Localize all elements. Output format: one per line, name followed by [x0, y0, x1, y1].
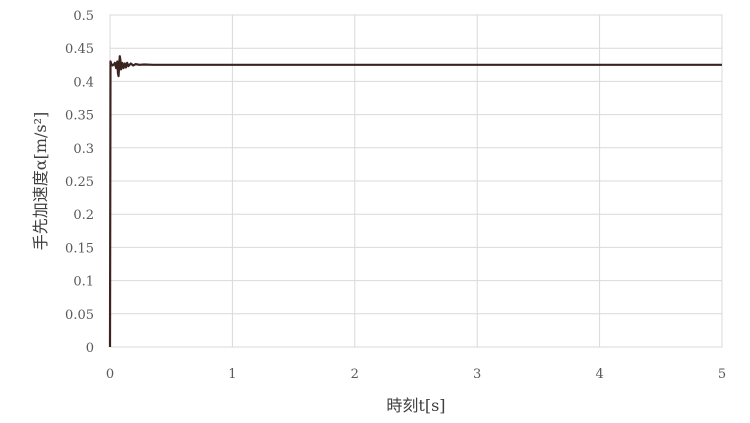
- y-tick-label: 0.4: [73, 75, 94, 90]
- y-tick-label: 0.05: [65, 308, 94, 323]
- y-axis-ticks: 0 0.05 0.1 0.15 0.2 0.25 0.3 0.35 0.4 0.45 0.5: [65, 9, 94, 356]
- series-layer: [108, 55, 722, 348]
- y-tick-label: 0.15: [65, 241, 94, 256]
- y-tick-label: 0.2: [73, 208, 94, 223]
- x-axis-title: 時刻t[s]: [386, 396, 445, 415]
- y-tick-label: 0.25: [65, 175, 94, 190]
- y-tick-label: 0.1: [73, 275, 94, 290]
- y-tick-label: 0.45: [65, 42, 94, 57]
- y-tick-label: 0: [86, 341, 94, 356]
- y-axis-title: 手先加速度α[m/s²]: [31, 112, 50, 250]
- x-tick-label: 2: [351, 367, 359, 382]
- x-tick-label: 4: [595, 367, 603, 382]
- y-tick-label: 0.5: [73, 9, 94, 24]
- x-tick-label: 5: [718, 367, 726, 382]
- x-axis-ticks: 0 1 2 3 4 5: [106, 367, 726, 382]
- y-tick-label: 0.35: [65, 109, 94, 124]
- y-tick-label: 0.3: [73, 142, 94, 157]
- x-tick-label: 1: [228, 367, 236, 382]
- x-tick-label: 0: [106, 367, 114, 382]
- x-tick-label: 3: [473, 367, 481, 382]
- series-line: [108, 55, 722, 348]
